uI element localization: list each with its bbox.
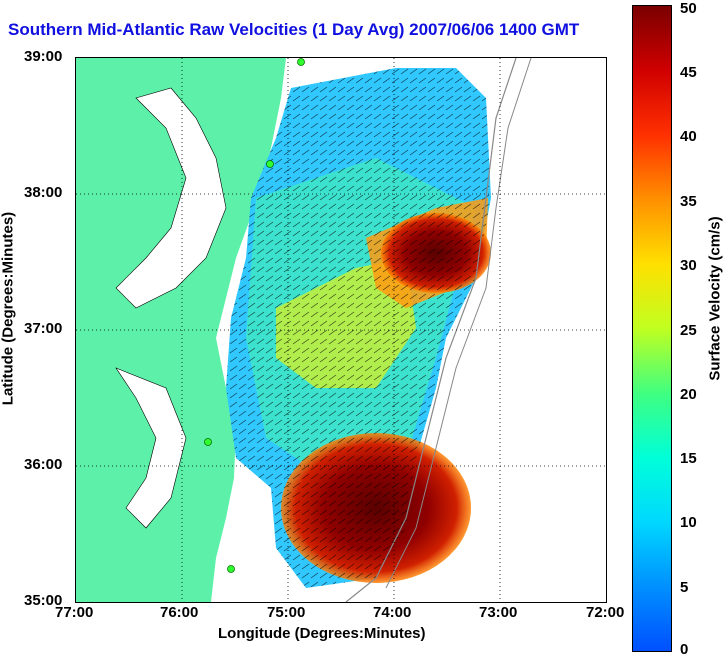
chesapeake-bay — [115, 87, 227, 309]
colorbar-tick: 0 — [680, 641, 689, 658]
colorbar-tick: 50 — [680, 0, 697, 17]
depth-contour-2 — [385, 58, 532, 589]
vector-arrows — [226, 68, 491, 588]
colorbar-tick: 40 — [680, 128, 697, 145]
x-tick: 75:00 — [267, 604, 306, 621]
colorbar-tick: 25 — [680, 322, 697, 339]
x-tick: 77:00 — [55, 604, 94, 621]
colorbar — [632, 5, 672, 652]
x-tick: 74:00 — [373, 604, 412, 621]
pamlico-sound — [115, 367, 187, 529]
y-tick: 38:00 — [24, 184, 63, 201]
y-tick: 37:00 — [24, 320, 63, 337]
x-tick: 73:00 — [479, 604, 518, 621]
colorbar-label: Surface Velocity (cm/s) — [706, 216, 724, 381]
colorbar-tick: 35 — [680, 193, 697, 210]
x-tick: 72:00 — [586, 604, 625, 621]
map-title: Southern Mid-Atlantic Raw Velocities (1 … — [8, 20, 580, 39]
grid-lines — [76, 58, 606, 602]
depth-contour — [345, 58, 517, 602]
x-axis-label: Longitude (Degrees:Minutes) — [218, 625, 426, 642]
colorbar-tick: 45 — [680, 64, 697, 81]
map-plot-area — [75, 57, 607, 603]
y-axis-label: Latitude (Degrees:Minutes) — [0, 211, 17, 406]
x-tick: 76:00 — [160, 604, 199, 621]
colorbar-tick: 30 — [680, 257, 697, 274]
velocity-map-svg — [76, 58, 606, 602]
colorbar-tick: 5 — [680, 579, 689, 596]
colorbar-tick: 20 — [680, 386, 697, 403]
y-tick: 35:00 — [24, 592, 63, 609]
colorbar-tick: 15 — [680, 450, 697, 467]
radar-sites — [204, 58, 305, 573]
y-tick: 36:00 — [24, 456, 63, 473]
colorbar-tick: 10 — [680, 514, 697, 531]
y-tick: 39:00 — [24, 48, 63, 65]
